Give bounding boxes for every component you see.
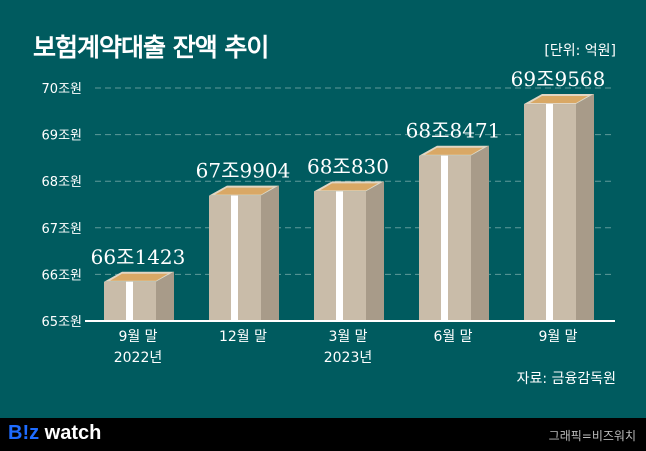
- data-label: 69조9568: [511, 67, 606, 91]
- data-label: 66조1423: [91, 245, 186, 269]
- x-tick-label: 2022년: [114, 350, 163, 366]
- bar-side: [261, 185, 279, 321]
- data-label: 68조8471: [406, 119, 501, 143]
- x-tick-label: 9월 말: [118, 329, 157, 345]
- bar-band: [231, 195, 238, 321]
- data-label: 68조830: [307, 154, 389, 178]
- graphic-credit: 그래픽=비즈워치: [548, 429, 636, 443]
- y-tick-label: 69조원: [42, 129, 82, 144]
- bar-band: [126, 281, 133, 321]
- source-label: 자료: 금융감독원: [516, 371, 616, 387]
- footer: B!z watch 그래픽=비즈워치: [0, 418, 646, 451]
- y-tick-label: 66조원: [42, 268, 82, 283]
- money-label: [110, 273, 168, 281]
- money-label: [320, 183, 378, 191]
- bar-side: [156, 271, 174, 321]
- y-tick-label: 70조원: [42, 82, 82, 97]
- money-label: [425, 147, 483, 155]
- bar-band: [441, 155, 448, 321]
- bar-band: [336, 191, 343, 321]
- x-tick-label: 3월 말: [328, 329, 367, 345]
- money-label: [215, 187, 273, 195]
- bar-side: [471, 145, 489, 321]
- x-tick-label: 6월 말: [433, 329, 472, 345]
- y-tick-label: 65조원: [42, 315, 82, 330]
- x-tick-label: 2023년: [324, 350, 373, 366]
- money-label: [530, 96, 588, 104]
- x-tick-label: 9월 말: [538, 329, 577, 345]
- bar-side: [576, 94, 594, 321]
- y-tick-label: 67조원: [42, 222, 82, 237]
- data-label: 67조9904: [196, 159, 291, 183]
- bizwatch-logo: B!z watch: [8, 422, 102, 444]
- unit-label: [단위: 억원]: [544, 43, 616, 59]
- chart-title: 보험계약대출 잔액 추이: [33, 33, 269, 62]
- y-tick-label: 68조원: [42, 175, 82, 190]
- bar-band: [546, 104, 553, 321]
- x-tick-label: 12월 말: [219, 329, 267, 345]
- bar-side: [366, 181, 384, 321]
